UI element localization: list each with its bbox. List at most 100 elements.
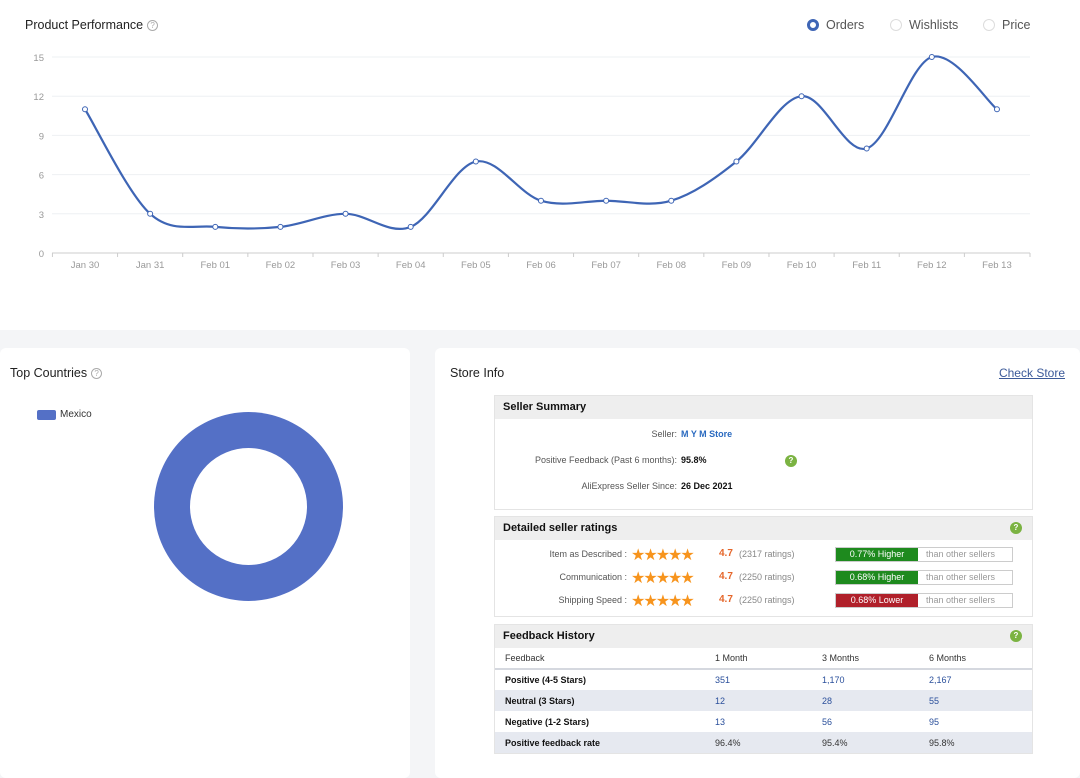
rating-label: Item as Described : xyxy=(549,549,627,559)
legend-item-mexico[interactable]: Mexico xyxy=(37,409,92,420)
rating-count: (2317 ratings) xyxy=(739,549,795,559)
column-header: 3 Months xyxy=(812,648,919,670)
x-tick-label: Feb 03 xyxy=(331,260,361,271)
seller-since-row: AliExpress Seller Since: 26 Dec 2021 xyxy=(581,481,733,491)
data-point xyxy=(928,54,935,60)
data-point xyxy=(277,223,284,230)
cell-value[interactable]: 1,170 xyxy=(822,675,845,685)
x-tick-label: Feb 01 xyxy=(200,260,230,271)
rating-count: (2250 ratings) xyxy=(739,572,795,582)
orders-line-chart: 0 3 6 9 12 15 Jan 30 Jan 31 Feb 01 Feb 02 Feb 03 Fe… xyxy=(33,53,1031,271)
cell-value[interactable]: 95 xyxy=(929,716,940,727)
data-point xyxy=(342,210,349,217)
rating-comparison: 0.68% Higher than other sellers xyxy=(835,570,1013,585)
box-title: Detailed seller ratings? xyxy=(495,517,1032,540)
radio-price[interactable]: Price xyxy=(983,18,1030,32)
table-row: Negative (1-2 Stars) 13 56 95 xyxy=(495,711,1032,732)
rating-comparison: 0.68% Lower than other sellers xyxy=(835,593,1013,608)
table-row: Neutral (3 Stars) 12 28 55 xyxy=(495,690,1032,711)
data-point xyxy=(537,197,544,204)
y-tick-label: 15 xyxy=(33,53,44,64)
cell-value[interactable]: 12 xyxy=(705,690,812,711)
radio-wishlists[interactable]: Wishlists xyxy=(890,18,958,32)
section-title: Store Info xyxy=(450,366,505,380)
help-icon[interactable]: ? xyxy=(91,368,103,379)
data-point xyxy=(603,197,610,204)
feedback-history-table: Feedback 1 Month 3 Months 6 Months Positive … xyxy=(495,648,1032,753)
section-title: Top Countries? xyxy=(10,366,103,380)
table-row: Positive feedback rate 96.4% 95.4% 95.8% xyxy=(495,732,1032,753)
feedback-history: Feedback History? Feedback 1 Month 3 Month… xyxy=(494,624,1033,754)
x-tick-label: Jan 31 xyxy=(136,260,165,271)
star-rating-icon: ★★★★★ xyxy=(631,547,695,564)
cell-value[interactable]: 351 xyxy=(715,675,731,685)
x-tick-label: Feb 04 xyxy=(396,260,426,271)
cell-value[interactable]: 28 xyxy=(812,690,919,711)
data-point xyxy=(798,93,805,100)
data-point xyxy=(82,106,88,113)
data-point xyxy=(993,106,1000,113)
box-title: Seller Summary xyxy=(495,396,1032,419)
y-tick-label: 12 xyxy=(33,92,44,103)
donut-slice-mexico[interactable] xyxy=(154,412,343,601)
x-tick-label: Feb 06 xyxy=(526,260,556,271)
rating-label: Shipping Speed : xyxy=(558,595,627,605)
check-store-link[interactable]: Check Store xyxy=(998,366,1065,380)
positive-feedback-row: Positive Feedback (Past 6 months): 95.8% xyxy=(534,455,707,465)
star-rating-icon: ★★★★★ xyxy=(631,593,695,610)
column-header: 6 Months xyxy=(919,648,1032,670)
detailed-seller-ratings: Detailed seller ratings? Item as Describ… xyxy=(494,516,1033,617)
legend-swatch xyxy=(37,409,56,420)
store-info-card: Store Info Check Store Seller Summary Se… xyxy=(435,348,1080,778)
x-tick-label: Feb 05 xyxy=(461,260,491,271)
data-point xyxy=(863,145,870,152)
seller-row: Seller: M Y M Store xyxy=(651,429,733,439)
cell-value[interactable]: 13 xyxy=(715,716,726,727)
x-tick-label: Feb 02 xyxy=(266,260,296,271)
row-label: Neutral (3 Stars) xyxy=(495,690,705,711)
radio-orders[interactable]: Orders xyxy=(807,18,864,32)
rating-score: 4.7 xyxy=(719,571,733,582)
seller-link[interactable]: M Y M Store xyxy=(681,429,733,439)
radio-empty-icon xyxy=(983,19,995,31)
data-point xyxy=(733,158,740,165)
top-countries-card: Top Countries? Mexico xyxy=(0,348,410,778)
cell-value[interactable]: 55 xyxy=(919,690,1032,711)
help-icon[interactable]: ? xyxy=(147,20,159,31)
help-icon[interactable]: ? xyxy=(785,455,797,467)
rating-count: (2250 ratings) xyxy=(739,595,795,605)
rating-row: Communication : ★★★★★ 4.7 (2250 ratings)… xyxy=(495,569,1032,587)
x-tick-label: Feb 09 xyxy=(722,260,752,271)
column-header: Feedback xyxy=(495,648,705,670)
y-tick-label: 3 xyxy=(39,210,44,221)
x-tick-label: Feb 11 xyxy=(852,260,881,271)
cell-value[interactable]: 56 xyxy=(822,716,833,727)
x-tick-label: Feb 12 xyxy=(917,260,947,271)
y-tick-label: 6 xyxy=(39,171,44,182)
star-rating-icon: ★★★★★ xyxy=(631,570,695,587)
page-title: Product Performance? xyxy=(25,18,159,32)
x-tick-label: Feb 08 xyxy=(656,260,686,271)
data-point xyxy=(407,223,414,230)
row-label: Positive (4-5 Stars) xyxy=(505,675,587,685)
table-row: Positive (4-5 Stars) 351 1,170 2,167 xyxy=(495,669,1032,690)
rating-label: Communication : xyxy=(559,572,627,582)
y-tick-label: 9 xyxy=(39,131,44,142)
cell-value: 95.4% xyxy=(812,732,919,753)
column-header: 1 Month xyxy=(705,648,812,670)
help-icon[interactable]: ? xyxy=(1010,522,1022,534)
help-icon[interactable]: ? xyxy=(1010,630,1022,642)
data-point xyxy=(472,158,479,165)
cell-value: 96.4% xyxy=(705,732,812,753)
cell-value[interactable]: 2,167 xyxy=(929,675,952,685)
table-header: Feedback 1 Month 3 Months 6 Months xyxy=(495,648,1032,670)
x-tick-label: Feb 10 xyxy=(787,260,817,271)
x-tick-label: Feb 13 xyxy=(982,260,1012,271)
x-tick-label: Feb 07 xyxy=(591,260,621,271)
rating-score: 4.7 xyxy=(719,548,733,559)
y-tick-label: 0 xyxy=(39,249,44,260)
data-point xyxy=(668,197,675,204)
rating-row: Shipping Speed : ★★★★★ 4.7 (2250 ratings… xyxy=(495,592,1032,610)
rating-comparison: 0.77% Higher than other sellers xyxy=(835,547,1013,562)
product-performance-panel: Product Performance? Orders Wishlists Pr… xyxy=(0,0,1080,330)
